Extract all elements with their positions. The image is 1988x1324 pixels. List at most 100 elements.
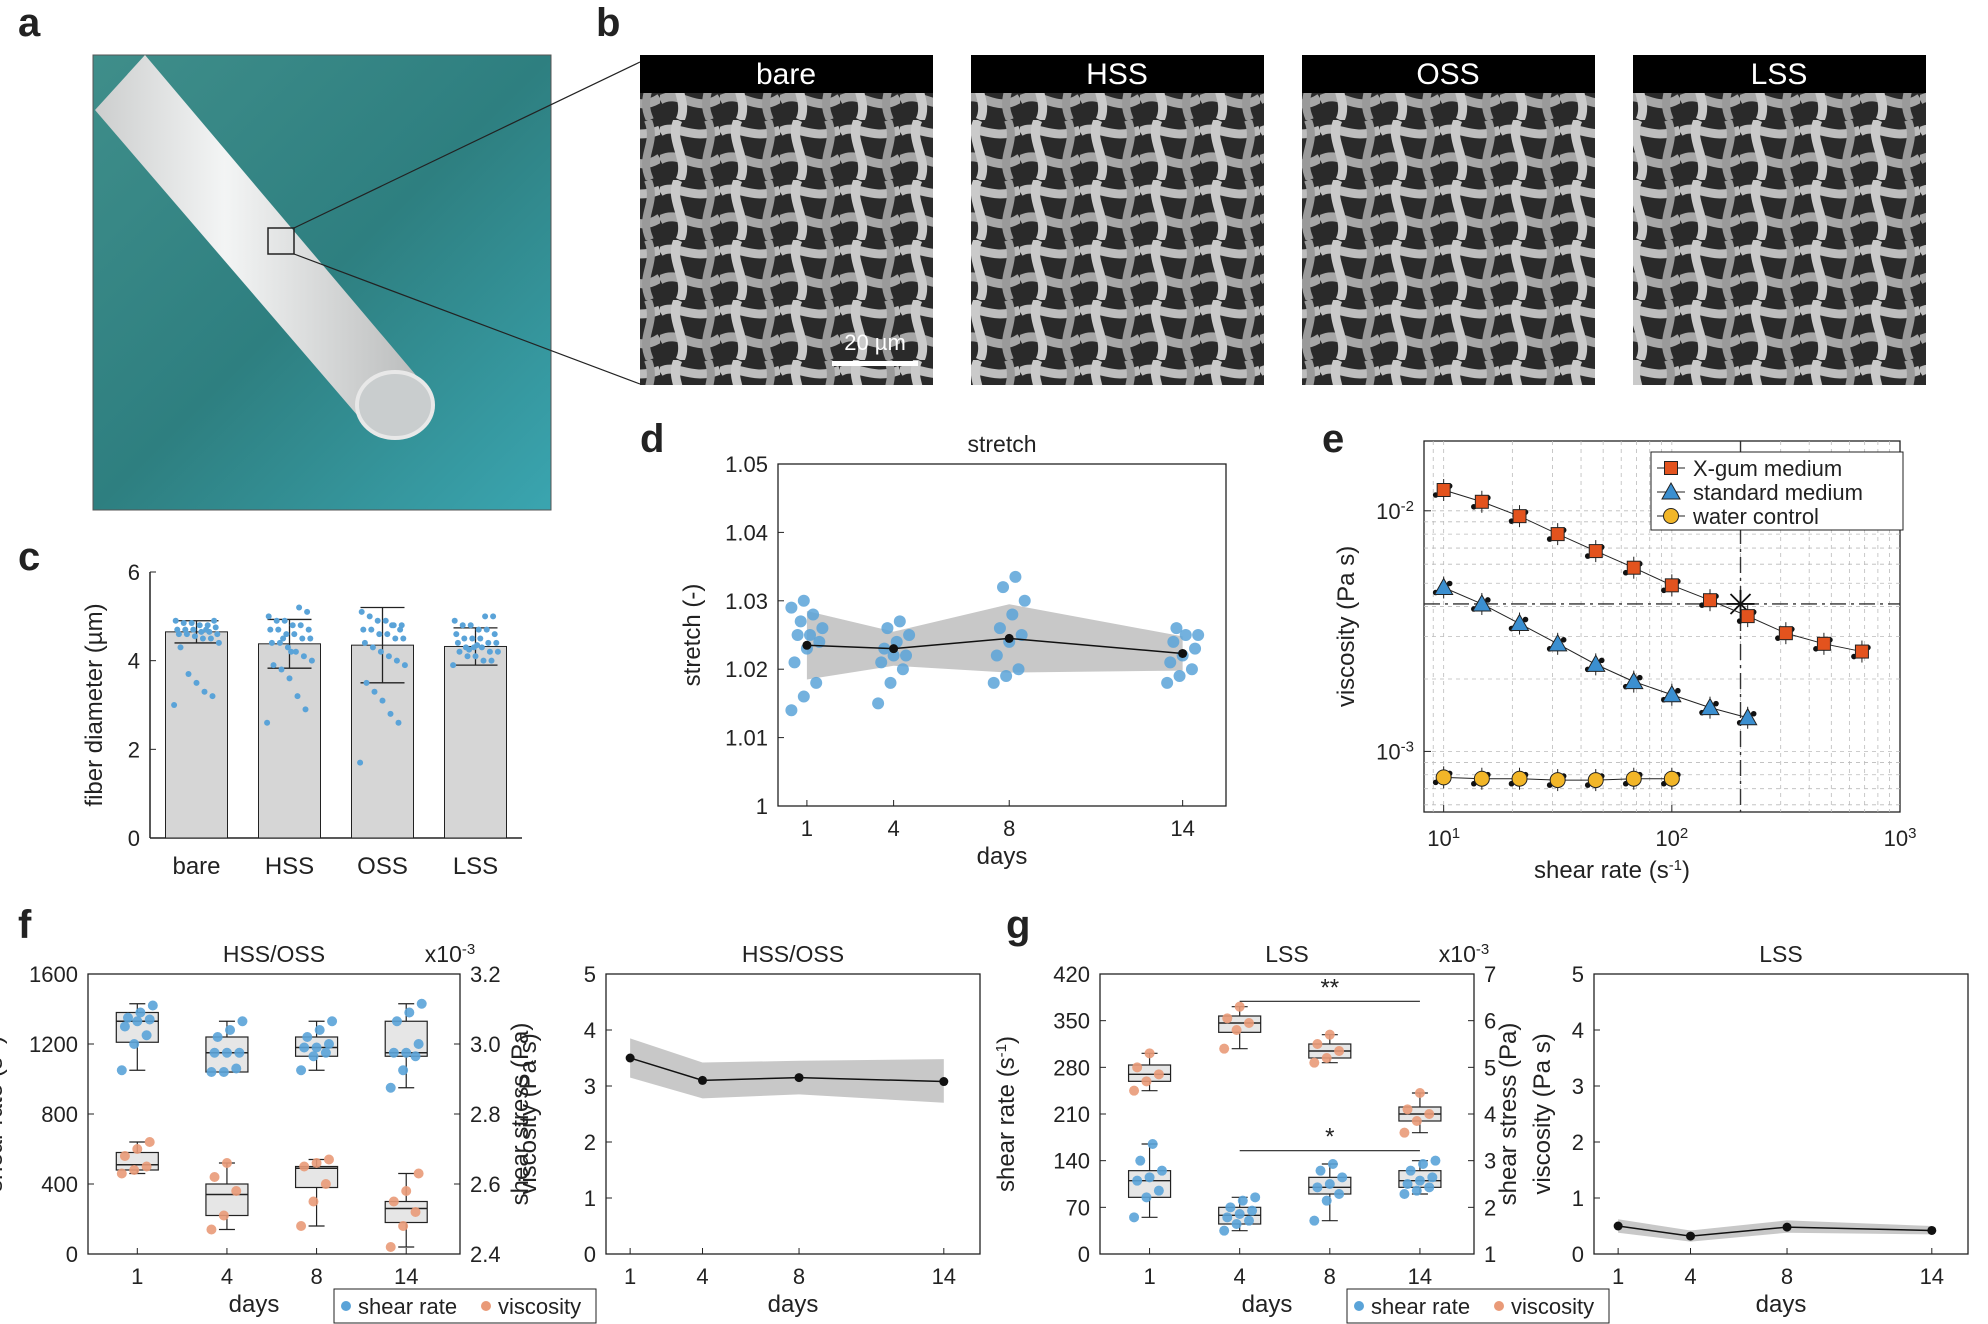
y-tick-label-right: 2.8 [470,1102,501,1127]
y-tick-label-right: 4 [1484,1102,1496,1127]
x-tick-label: 14 [1920,1264,1944,1289]
shear-rate-point [1234,1209,1245,1219]
data-point [385,653,392,660]
sem-header [1302,55,1595,93]
sem-image-lss [1633,55,1926,385]
y-tick-label-left: 280 [1053,1055,1090,1080]
data-point [392,635,399,642]
sem-label-lss: LSS [1751,58,1808,91]
data-point [993,622,1006,635]
chart-title: LSS [1759,941,1802,967]
data-point [1015,629,1028,641]
data-point [281,617,288,624]
viscosity-point [1243,1018,1254,1028]
mean-point [1178,648,1188,658]
x-tick-label: 14 [1408,1264,1432,1289]
y-tick-label: 1.05 [725,452,768,477]
data-point [377,648,384,655]
data-point [300,653,307,660]
viscosity-point [1334,1046,1345,1056]
shear-rate-point [398,1065,409,1076]
y-axis-label: shear stress (Pa) [507,1023,534,1206]
shear-rate-point [1250,1192,1261,1203]
data-point [485,639,492,646]
y-tick-label-right: 1 [1484,1242,1496,1267]
shear-rate-point [221,1047,232,1058]
mean-point [625,1053,635,1063]
replicate-point [1560,637,1567,643]
shear-rate-point [1411,1185,1422,1196]
viscosity-point [323,1154,334,1165]
y-tick-label-right: 3 [1484,1149,1496,1174]
x-tick-label: 8 [793,1264,805,1289]
viscosity-point [1144,1048,1155,1059]
marker-2 [1435,769,1452,786]
scalebar [832,361,918,366]
data-point [291,631,298,638]
marker-2 [1625,770,1642,787]
viscosity-point [1219,1043,1230,1054]
legend-label: X-gum medium [1693,456,1842,481]
y-tick-label: 1.04 [725,520,768,545]
data-point [997,581,1010,594]
data-point [382,617,389,624]
viscosity-point [1234,1001,1245,1012]
data-point [1161,676,1174,689]
data-point [881,622,894,635]
data-point [207,635,214,642]
data-point [264,719,271,726]
zoom-line-bottom [293,253,641,385]
y-axis-label: shear stress (Pa) [1495,1023,1522,1206]
data-point [209,693,216,700]
viscosity-point [308,1196,319,1207]
legend-box [1650,451,1904,531]
shear-rate-point [410,1051,421,1062]
y-tick-label-left: 140 [1053,1149,1090,1174]
data-point [177,644,184,651]
viscosity-point [206,1224,217,1235]
viscosity-point [1309,1057,1320,1068]
shear-rate-point [1147,1139,1158,1149]
y-tick-label: 2 [584,1130,596,1155]
sem-image-bare [640,55,933,385]
mean-point [1613,1221,1623,1231]
data-point [292,648,299,655]
replicate-point [1485,597,1491,603]
replicate-point [1713,700,1719,707]
y-tick-label-left: 1600 [29,962,78,987]
panel-label-d: d [640,417,664,461]
y-axis-label: viscosity (Pa s) [1333,546,1360,707]
data-point [397,626,404,633]
y-tick-label-left: 0 [1078,1242,1090,1267]
data-point [389,622,396,629]
confidence-band [630,1038,944,1103]
mean-point [802,640,812,650]
panel-label-a: a [18,1,41,45]
marker-1 [1661,684,1682,703]
x-tick-label: 14 [932,1264,956,1289]
y-tick-label-right: 3.2 [470,962,501,987]
data-point [199,635,206,642]
marker-0 [1854,644,1869,659]
legend-box [333,1288,597,1324]
data-point [273,617,280,624]
zoom-box [267,227,295,255]
legend-label-shear-rate: shear rate [1371,1294,1470,1319]
data-point [451,617,458,624]
sem-label-bare: bare [756,58,816,91]
viscosity-point [221,1158,232,1168]
data-point [480,657,487,664]
y-tick-label: 4 [128,649,140,674]
sem-label-oss: OSS [1416,58,1479,91]
panel-label-c: c [18,535,40,579]
shear-rate-point [323,1039,334,1049]
data-point [267,626,274,633]
viscosity-point [1129,1085,1140,1096]
data-point [464,653,471,660]
shear-rate-point [404,1007,415,1018]
shear-rate-point [119,1021,130,1032]
data-point [395,719,402,726]
